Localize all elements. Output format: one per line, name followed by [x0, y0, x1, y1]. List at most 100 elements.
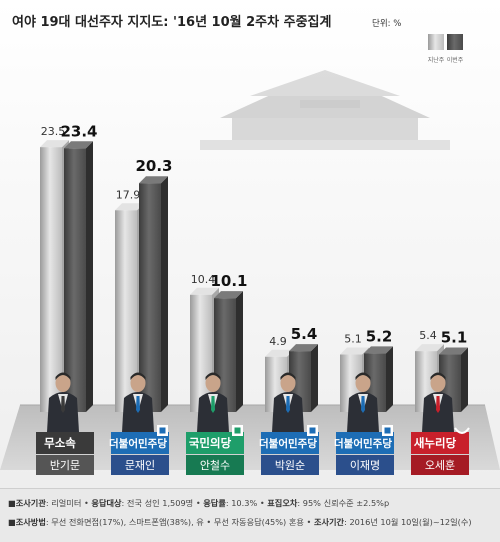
value-label-prev: 17.9: [116, 188, 141, 201]
party-badge: [186, 432, 244, 454]
party-logo-mark: [159, 427, 166, 434]
party-logo-mark: [384, 427, 391, 434]
legend-label-cur: 이번주: [447, 56, 464, 64]
footer-notes: ■조사기관: 리얼미터 • 응답대상: 전국 성인 1,509명 • 응답률: …: [0, 488, 500, 542]
tie-shape: [211, 396, 215, 413]
bar-prev-5-top: [415, 344, 444, 352]
party-logo-mark: [309, 427, 316, 434]
value-label-prev: 23.5: [41, 125, 66, 138]
bar-prev-1-top: [115, 203, 144, 211]
candidate-name: 박원순: [275, 459, 305, 472]
party-badge: [336, 432, 394, 454]
bar-prev-4-top: [340, 347, 369, 355]
value-label-cur: 5.1: [441, 329, 468, 347]
tie-shape: [136, 396, 140, 413]
bar-cur-0-front: [64, 148, 86, 413]
footer-key: 응답대상: [91, 498, 122, 508]
chart-title: 여야 19대 대선주자 지지도: '16년 10월 2주차 주중집계: [12, 14, 331, 30]
bar-prev-1-front: [115, 210, 137, 412]
footer-value: : 2016년 10월 10일(월)~12일(수): [344, 517, 472, 527]
face-shape: [430, 374, 446, 392]
footer-key: 조사기간: [313, 517, 345, 527]
candidate-name: 안철수: [200, 459, 230, 472]
name-badge: [186, 455, 244, 475]
face-shape: [280, 374, 296, 392]
candidate-name: 반기문: [50, 459, 80, 472]
hair-shape: [55, 372, 71, 380]
tie-shape: [436, 396, 440, 413]
party-logo-mark: [234, 427, 241, 434]
bar-cur-0: [64, 141, 93, 413]
value-label-cur: 23.4: [60, 122, 97, 140]
footer-key: 응답률: [203, 498, 226, 508]
bar-cur-3-top: [289, 344, 318, 352]
bar-prev-2-top: [190, 287, 219, 295]
party-label: 새누리당: [414, 436, 457, 450]
value-label-prev: 5.4: [419, 329, 437, 342]
face-shape: [55, 374, 71, 392]
tie-shape: [361, 396, 365, 413]
legend-swatch-prev: [428, 34, 444, 50]
bar-prev-0-front: [40, 147, 62, 412]
party-label: 국민의당: [189, 436, 232, 450]
tie-shape: [61, 396, 65, 413]
party-badge: [36, 432, 94, 454]
candidate-photo: [122, 372, 154, 432]
party-badge: [261, 432, 319, 454]
bar-prev-3-top: [265, 349, 294, 357]
party-label: 더불어민주당: [259, 437, 317, 450]
bar-cur-5: [439, 347, 468, 412]
party-label: 더불어민주당: [109, 437, 167, 450]
bar-cur-1: [139, 176, 168, 412]
candidate-name: 이재명: [350, 459, 380, 472]
legend: 지난주 이번주: [428, 34, 464, 64]
candidate-name: 문재인: [125, 459, 155, 472]
party-logo-icon: [454, 427, 470, 434]
bar-cur-4-side: [386, 346, 393, 412]
bar-cur-1-top: [139, 176, 168, 184]
candidate-photo: [422, 372, 454, 432]
value-label-cur: 5.4: [291, 325, 318, 343]
bar-cur-1-side: [161, 176, 168, 412]
name-badge: [336, 455, 394, 475]
candidate-photo: [272, 372, 304, 432]
footer-value: : 10.3% •: [225, 498, 268, 508]
footer-line-2: ■조사방법: 무선 전화면접(17%), 스마트폰앱(38%), 유 • 무선 …: [8, 516, 472, 528]
face-shape: [205, 374, 221, 392]
hair-shape: [280, 372, 296, 380]
value-label-prev: 5.1: [344, 333, 362, 346]
bar-cur-1-front: [139, 183, 161, 412]
candidate-photo: [197, 372, 229, 432]
footer-line-1: ■조사기관: 리얼미터 • 응답대상: 전국 성인 1,509명 • 응답률: …: [8, 497, 389, 509]
bar-cur-2-top: [214, 291, 243, 299]
building-silhouette: [200, 70, 450, 150]
party-label: 무소속: [44, 436, 76, 450]
footer-value: : 전국 성인 1,509명 •: [121, 498, 204, 508]
value-label-prev: 10.4: [191, 273, 216, 286]
candidate-photo: [347, 372, 379, 432]
bar-cur-5-top: [439, 347, 468, 355]
face-shape: [355, 374, 371, 392]
hair-shape: [430, 372, 446, 380]
hair-shape: [205, 372, 221, 380]
bar-chart: 여야 19대 대선주자 지지도: '16년 10월 2주차 주중집계 단위: %…: [0, 0, 500, 488]
bar-cur-3-side: [311, 344, 318, 412]
bar-prev-0-top: [40, 140, 69, 148]
party-badge: [411, 432, 469, 454]
value-label-cur: 20.3: [135, 157, 172, 175]
footer-value: : 95% 신뢰수준 ±2.5%p: [297, 498, 390, 508]
name-badge: [111, 455, 169, 475]
value-label-cur: 10.1: [210, 272, 247, 290]
value-label-prev: 4.9: [269, 335, 287, 348]
value-label-cur: 5.2: [366, 327, 393, 345]
unit-label: 단위: %: [372, 18, 401, 29]
footer-key: 표집오차: [267, 498, 298, 508]
hair-shape: [355, 372, 371, 380]
bar-cur-5-side: [461, 347, 468, 412]
name-badge: [411, 455, 469, 475]
name-badge: [261, 455, 319, 475]
bar-cur-0-top: [64, 141, 93, 149]
legend-swatch-cur: [447, 34, 463, 50]
